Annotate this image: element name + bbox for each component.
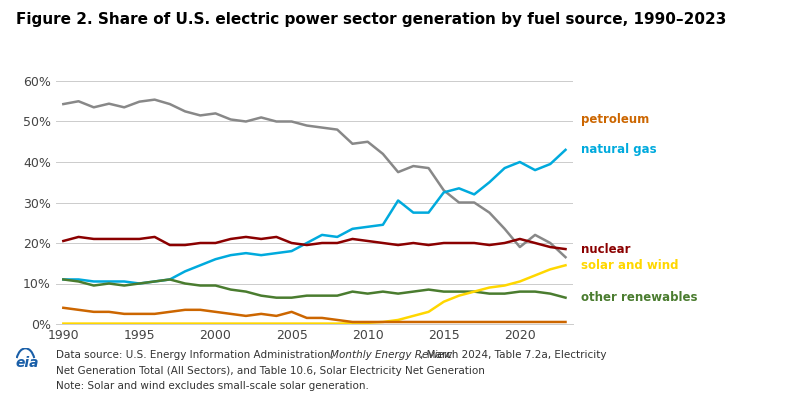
Text: Monthly Energy Review: Monthly Energy Review <box>330 350 453 360</box>
Text: other renewables: other renewables <box>581 291 697 304</box>
Text: nuclear: nuclear <box>581 243 630 256</box>
Text: Net Generation Total (All Sectors), and Table 10.6, Solar Electricity Net Genera: Net Generation Total (All Sectors), and … <box>56 366 485 376</box>
Text: , March 2024, Table 7.2a, Electricity: , March 2024, Table 7.2a, Electricity <box>420 350 607 360</box>
Text: petroleum: petroleum <box>581 113 650 126</box>
Text: Note: Solar and wind excludes small-scale solar generation.: Note: Solar and wind excludes small-scal… <box>56 381 369 391</box>
Text: Figure 2. Share of U.S. electric power sector generation by fuel source, 1990–20: Figure 2. Share of U.S. electric power s… <box>16 12 726 27</box>
Text: solar and wind: solar and wind <box>581 259 678 272</box>
Text: eia: eia <box>16 356 40 371</box>
Text: natural gas: natural gas <box>581 143 657 156</box>
Text: Data source: U.S. Energy Information Administration,: Data source: U.S. Energy Information Adm… <box>56 350 337 360</box>
